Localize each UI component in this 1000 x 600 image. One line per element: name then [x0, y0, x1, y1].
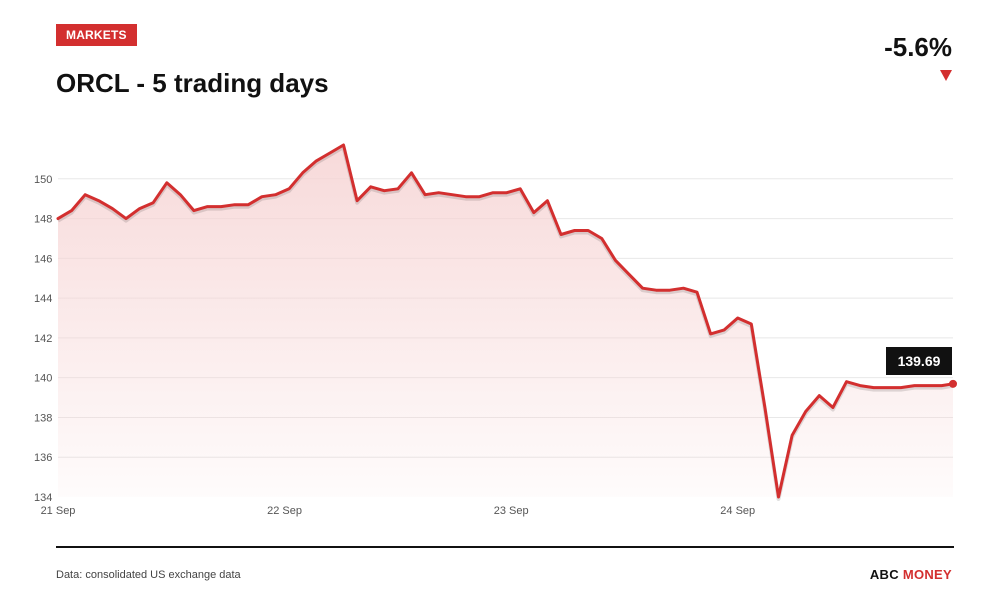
price-chart: 134 136 138 140 142 144 146 148 150 21 Sep 22 Sep…	[34, 143, 957, 517]
section-badge[interactable]: MARKETS	[56, 24, 137, 46]
brand-logo[interactable]: ABC MONEY	[870, 567, 952, 582]
y-tick-label: 148	[34, 214, 52, 226]
y-tick-label: 142	[34, 333, 52, 345]
last-price-callout: 139.69	[886, 347, 952, 375]
y-tick-label: 136	[34, 452, 52, 464]
y-tick-label: 134	[34, 492, 52, 504]
y-tick-label: 146	[34, 253, 52, 265]
y-tick-label: 150	[34, 174, 52, 186]
y-tick-label: 140	[34, 373, 52, 385]
footer-divider	[56, 546, 954, 548]
last-price-dot	[949, 379, 957, 388]
brand-name-part1: ABC	[869, 567, 899, 582]
brand-name-part2: MONEY	[902, 567, 952, 582]
x-tick-label: 21 Sep	[41, 505, 76, 517]
x-axis-labels: 21 Sep 22 Sep 23 Sep 24 Sep	[41, 505, 756, 517]
data-source-note: Data: consolidated US exchange data	[56, 569, 241, 581]
price-area	[58, 145, 953, 497]
x-tick-label: 22 Sep	[267, 505, 302, 517]
y-tick-label: 144	[34, 293, 52, 305]
down-arrow-icon	[940, 70, 952, 81]
y-tick-label: 138	[34, 412, 52, 424]
last-price-label: 139.69	[898, 353, 941, 369]
x-tick-label: 23 Sep	[494, 505, 529, 517]
price-line	[56, 143, 955, 499]
x-tick-label: 24 Sep	[720, 505, 755, 517]
page-title: ORCL - 5 trading days	[56, 68, 329, 98]
price-change-value: -5.6%	[884, 32, 952, 62]
y-axis-labels: 134 136 138 140 142 144 146 148 150	[34, 174, 52, 504]
last-price-callout-box	[886, 347, 952, 375]
